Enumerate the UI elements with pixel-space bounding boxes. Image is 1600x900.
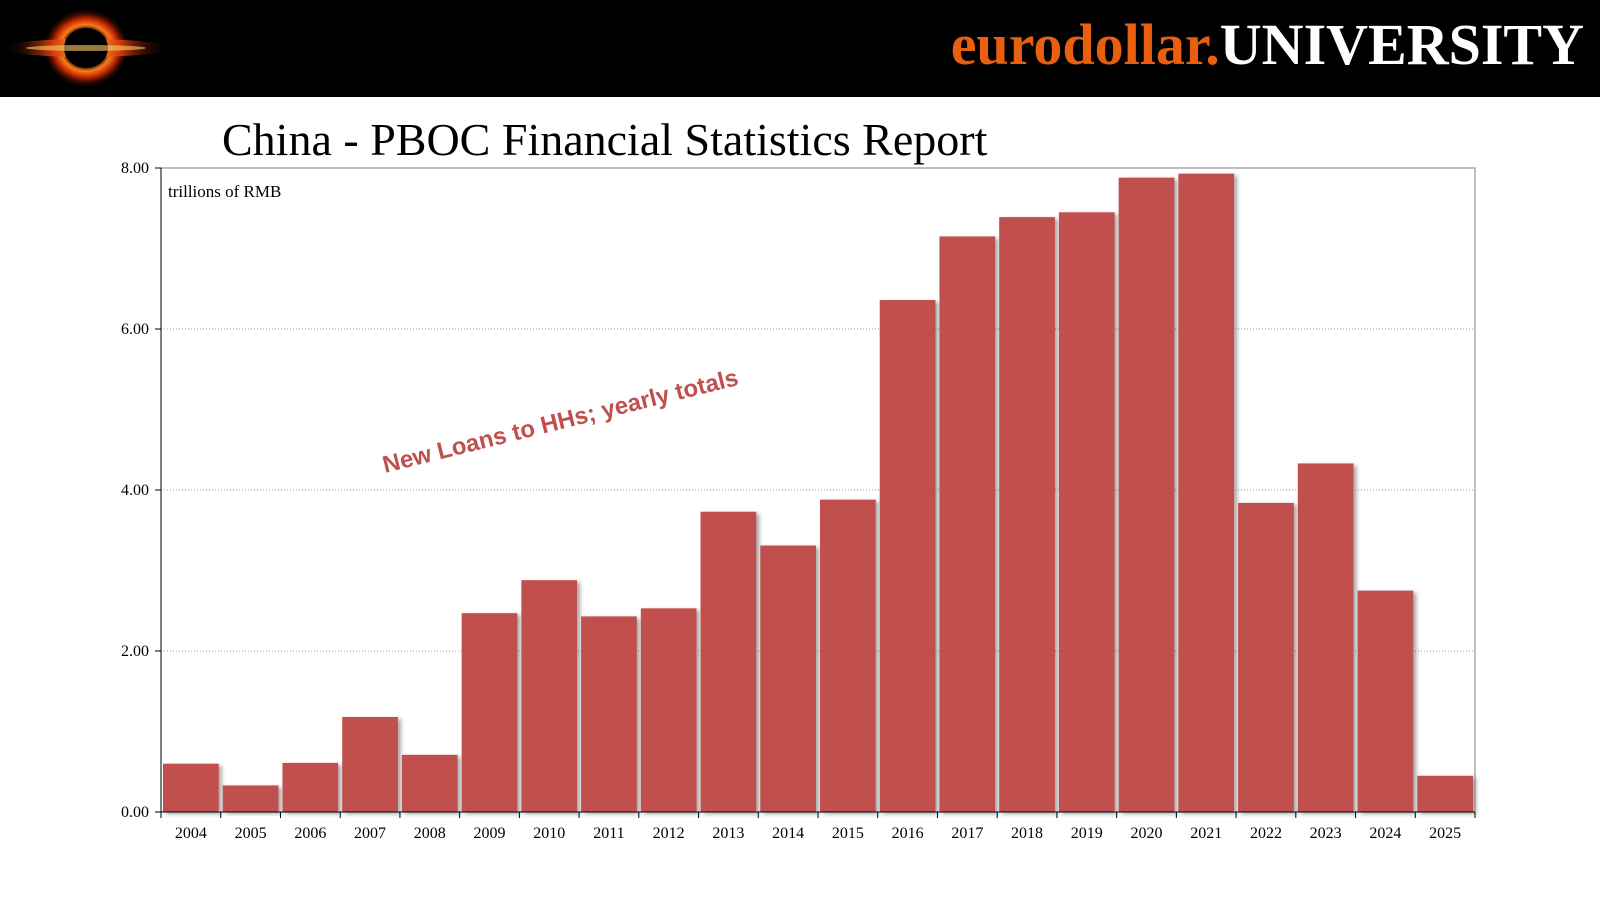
series-annotation: New Loans to HHs; yearly totals — [380, 364, 741, 479]
brand-university: UNIVERSITY — [1219, 12, 1584, 77]
bar-2023 — [1297, 463, 1354, 812]
bar-2019 — [1058, 212, 1115, 812]
unit-label: trillions of RMB — [168, 182, 281, 201]
x-tick-label: 2018 — [1011, 825, 1043, 842]
bar-2007 — [342, 717, 398, 812]
bar-2005 — [222, 785, 279, 812]
bar-2016 — [879, 300, 936, 812]
bar-2014 — [760, 545, 816, 812]
bar-2011 — [581, 616, 637, 812]
y-tick-label: 8.00 — [121, 160, 149, 177]
y-axis-tick-labels: 0.00 2.00 4.00 6.00 8.00 — [121, 160, 149, 821]
bar-2012 — [640, 608, 697, 812]
bar-2010 — [521, 580, 578, 812]
x-tick-label: 2019 — [1071, 825, 1103, 842]
bar-2006 — [282, 762, 339, 812]
x-tick-label: 2013 — [712, 825, 744, 842]
x-tick-label: 2021 — [1190, 825, 1222, 842]
x-tick-label: 2025 — [1429, 825, 1461, 842]
bar-2017 — [939, 236, 996, 813]
y-tick-label: 4.00 — [121, 482, 149, 499]
axes — [155, 167, 1476, 818]
brand-logo-text: eurodollar.UNIVERSITY — [951, 10, 1584, 80]
x-tick-label: 2016 — [892, 825, 924, 842]
header-bar: eurodollar.UNIVERSITY — [0, 0, 1600, 97]
brand-eurodollar: eurodollar. — [950, 12, 1220, 77]
bar-2015 — [820, 499, 876, 812]
x-tick-label: 2014 — [772, 825, 804, 842]
bar-2020 — [1118, 177, 1175, 812]
x-tick-label: 2011 — [593, 825, 624, 842]
x-tick-label: 2009 — [474, 825, 506, 842]
bar-2008 — [401, 754, 458, 812]
x-tick-label: 2022 — [1250, 825, 1282, 842]
bar-2022 — [1238, 502, 1294, 812]
bar-2024 — [1357, 590, 1414, 812]
black-hole-icon — [0, 0, 172, 97]
bar-2025 — [1417, 775, 1473, 812]
bar-series — [163, 173, 1473, 813]
y-tick-label: 2.00 — [121, 643, 149, 660]
x-axis-tick-labels: 2004 2005 2006 2007 2008 2009 2010 2011 2012 2013… — [175, 825, 1461, 842]
x-tick-label: 2024 — [1369, 825, 1401, 842]
x-tick-label: 2017 — [951, 825, 983, 842]
bar-2021 — [1178, 173, 1235, 812]
x-tick-label: 2020 — [1131, 825, 1163, 842]
x-tick-label: 2006 — [294, 825, 326, 842]
x-tick-label: 2005 — [235, 825, 267, 842]
x-tick-label: 2023 — [1310, 825, 1342, 842]
bar-2013 — [700, 511, 757, 812]
chart-title: China - PBOC Financial Statistics Report — [222, 114, 988, 165]
x-tick-label: 2004 — [175, 825, 207, 842]
bar-2018 — [999, 217, 1055, 813]
x-tick-label: 2007 — [354, 825, 386, 842]
bar-2009 — [461, 613, 518, 812]
x-tick-label: 2010 — [533, 825, 565, 842]
y-tick-label: 0.00 — [121, 804, 149, 821]
x-tick-label: 2015 — [832, 825, 864, 842]
bar-2004 — [163, 763, 219, 812]
x-tick-label: 2008 — [414, 825, 446, 842]
y-tick-label: 6.00 — [121, 321, 149, 338]
x-tick-label: 2012 — [653, 825, 685, 842]
